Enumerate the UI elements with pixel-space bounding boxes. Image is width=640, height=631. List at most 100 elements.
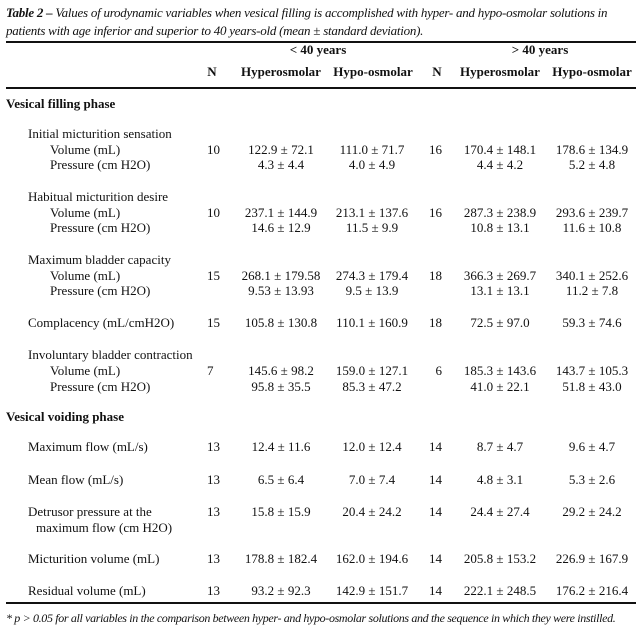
hyperosmolar-under-40: 145.6 ± 98.2 — [248, 363, 314, 378]
hypo-osmolar-under-40: 11.5 ± 9.9 — [345, 220, 399, 235]
table-caption: Table 2 – Values of urodynamic variables… — [6, 4, 638, 40]
row-label: Initial micturition sensation — [28, 126, 172, 141]
hyperosmolar-over-40: 185.3 ± 143.6 — [463, 363, 537, 378]
sub-row-label: Volume (mL) — [50, 363, 121, 378]
row-label: Maximum bladder capacity — [28, 252, 171, 267]
hyperosmolar-over-40: 41.0 ± 22.1 — [470, 379, 530, 394]
hyperosmolar-under-40: 93.2 ± 92.3 — [251, 583, 311, 598]
sub-row-label: Pressure (cm H2O) — [50, 379, 151, 394]
hypo-osmolar-under-40: 162.0 ± 194.6 — [335, 551, 409, 566]
n-over-40: 14 — [429, 504, 442, 519]
hypo-osmolar-over-40: 293.6 ± 239.7 — [555, 205, 629, 220]
hypo-osmolar-over-40: 340.1 ± 252.6 — [555, 268, 629, 283]
table-label: Table 2 – — [6, 5, 53, 20]
caption-text: Values of urodynamic variables when vesi… — [6, 5, 608, 38]
hypo-osmolar-over-40: 5.2 ± 4.8 — [568, 157, 616, 172]
hyperosmolar-under-40: 12.4 ± 11.6 — [251, 439, 311, 454]
hypo-osmolar-under-40: 4.0 ± 4.9 — [348, 157, 396, 172]
top-rule — [6, 41, 636, 43]
header-rule — [6, 87, 636, 89]
row-label: Maximum flow (mL/s) — [28, 439, 148, 454]
hypo-osmolar-over-40: 5.3 ± 2.6 — [568, 472, 616, 487]
hyperosmolar-over-40: 13.1 ± 13.1 — [470, 283, 530, 298]
hypo-osmolar-under-40: 7.0 ± 7.4 — [348, 472, 396, 487]
hyperosmolar-under-40: 95.8 ± 35.5 — [251, 379, 311, 394]
n-over-40: 14 — [429, 472, 442, 487]
n-under-40: 13 — [207, 504, 220, 519]
row-label: Mean flow (mL/s) — [28, 472, 124, 487]
hyperosmolar-under-40: 15.8 ± 15.9 — [251, 504, 311, 519]
hyperosmolar-under-40: 178.8 ± 182.4 — [244, 551, 318, 566]
n-over-40: 14 — [429, 583, 442, 598]
hypo-osmolar-over-40: 226.9 ± 167.9 — [555, 551, 629, 566]
section-heading: Vesical voiding phase — [6, 409, 124, 424]
hyperosmolar-under-40: 122.9 ± 72.1 — [248, 142, 314, 157]
row-label: Residual volume (mL) — [28, 583, 146, 598]
row-label-continued: maximum flow (cm H2O) — [36, 520, 173, 535]
hyperosmolar-under-40: 105.8 ± 130.8 — [244, 315, 318, 330]
n-under-40: 10 — [207, 205, 220, 220]
hyperosmolar-over-40: 170.4 ± 148.1 — [463, 142, 537, 157]
sub-row-label: Volume (mL) — [50, 205, 121, 220]
sub-row-label: Pressure (cm H2O) — [50, 220, 151, 235]
footnote: * p > 0.05 for all variables in the comp… — [6, 611, 616, 625]
header-hyper-under-40: Hyperosmolar — [241, 64, 321, 79]
row-label: Habitual micturition desire — [28, 189, 169, 204]
row-label: Complacency (mL/cmH2O) — [28, 315, 175, 330]
hypo-osmolar-over-40: 59.3 ± 74.6 — [562, 315, 622, 330]
n-under-40: 15 — [207, 315, 220, 330]
header-n-over-40: N — [432, 64, 442, 79]
n-over-40: 18 — [429, 315, 442, 330]
hyperosmolar-over-40: 287.3 ± 238.9 — [463, 205, 537, 220]
hypo-osmolar-over-40: 176.2 ± 216.4 — [555, 583, 629, 598]
hypo-osmolar-under-40: 111.0 ± 71.7 — [339, 142, 405, 157]
n-under-40: 10 — [207, 142, 220, 157]
hypo-osmolar-over-40: 178.6 ± 134.9 — [555, 142, 629, 157]
sub-row-label: Pressure (cm H2O) — [50, 283, 151, 298]
n-over-40: 18 — [429, 268, 442, 283]
hyperosmolar-over-40: 4.4 ± 4.2 — [476, 157, 524, 172]
sub-row-label: Pressure (cm H2O) — [50, 157, 151, 172]
hyperosmolar-under-40: 6.5 ± 6.4 — [257, 472, 305, 487]
n-under-40: 15 — [207, 268, 220, 283]
hypo-osmolar-under-40: 12.0 ± 12.4 — [342, 439, 402, 454]
header-hypo-over-40: Hypo-osmolar — [552, 64, 632, 79]
hyperosmolar-under-40: 9.53 ± 13.93 — [248, 283, 314, 298]
header-hyper-over-40: Hyperosmolar — [460, 64, 540, 79]
section-heading: Vesical filling phase — [6, 96, 116, 111]
hypo-osmolar-under-40: 9.5 ± 13.9 — [345, 283, 399, 298]
row-label: Micturition volume (mL) — [28, 551, 160, 566]
n-over-40: 16 — [429, 142, 442, 157]
hyperosmolar-under-40: 237.1 ± 144.9 — [244, 205, 318, 220]
header-group-over-40: > 40 years — [511, 42, 569, 57]
sub-row-label: Volume (mL) — [50, 268, 121, 283]
hypo-osmolar-under-40: 20.4 ± 24.2 — [342, 504, 402, 519]
hyperosmolar-under-40: 268.1 ± 179.58 — [241, 268, 321, 283]
hypo-osmolar-over-40: 11.6 ± 10.8 — [562, 220, 622, 235]
header-hypo-under-40: Hypo-osmolar — [333, 64, 413, 79]
hyperosmolar-over-40: 72.5 ± 97.0 — [470, 315, 530, 330]
n-under-40: 13 — [207, 472, 220, 487]
n-over-40: 16 — [429, 205, 442, 220]
n-under-40: 13 — [207, 439, 220, 454]
hypo-osmolar-over-40: 51.8 ± 43.0 — [562, 379, 622, 394]
row-label: Involuntary bladder contraction — [28, 347, 193, 362]
hypo-osmolar-over-40: 29.2 ± 24.2 — [562, 504, 622, 519]
hypo-osmolar-under-40: 274.3 ± 179.4 — [335, 268, 409, 283]
hypo-osmolar-over-40: 143.7 ± 105.3 — [555, 363, 629, 378]
header-n-under-40: N — [207, 64, 217, 79]
n-over-40: 14 — [429, 439, 442, 454]
n-under-40: 13 — [207, 551, 220, 566]
hyperosmolar-over-40: 222.1 ± 248.5 — [463, 583, 537, 598]
hypo-osmolar-under-40: 159.0 ± 127.1 — [335, 363, 409, 378]
n-under-40: 7 — [207, 363, 214, 378]
hyperosmolar-over-40: 205.8 ± 153.2 — [463, 551, 537, 566]
hyperosmolar-under-40: 14.6 ± 12.9 — [251, 220, 311, 235]
bottom-rule — [6, 602, 636, 604]
hyperosmolar-over-40: 8.7 ± 4.7 — [476, 439, 524, 454]
n-under-40: 13 — [207, 583, 220, 598]
hypo-osmolar-under-40: 85.3 ± 47.2 — [342, 379, 402, 394]
sub-row-label: Volume (mL) — [50, 142, 121, 157]
hyperosmolar-under-40: 4.3 ± 4.4 — [257, 157, 305, 172]
hypo-osmolar-over-40: 11.2 ± 7.8 — [565, 283, 619, 298]
